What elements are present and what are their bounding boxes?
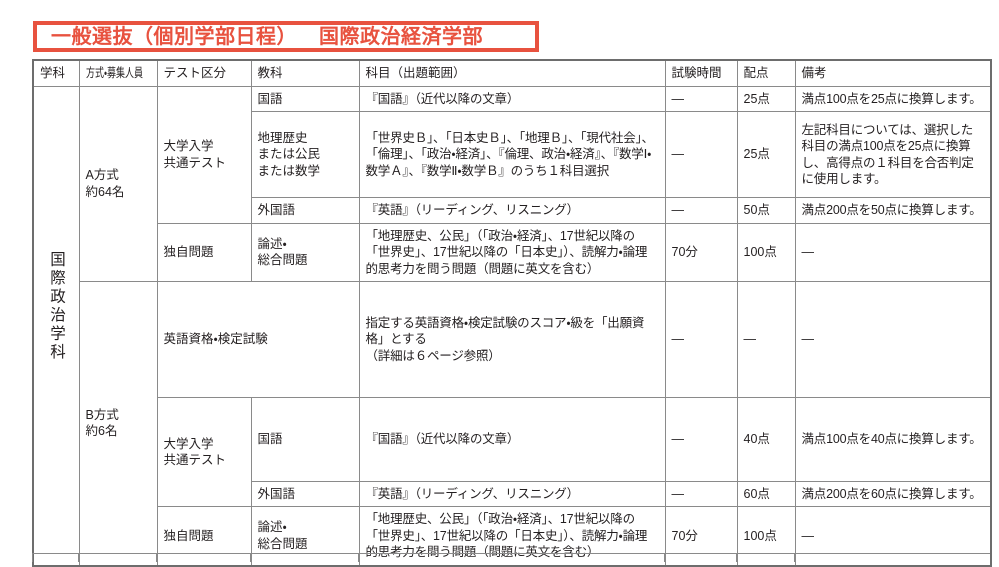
cell-subject-detail: 『英語』（リーディング、リスニング） [358,197,666,224]
column-header-subject-area: 教科 [250,59,360,87]
cell-remarks: 満点100点を25点に換算します。 [794,85,992,112]
cell-test-category: 大学入学 共通テスト [156,85,252,224]
column-header-remarks: 備考 [794,59,992,87]
cell-subject-detail: 「地理歴史、公民」（「政治・経済」、17世紀以降の「世界史」、17世紀以降の「日… [358,222,666,282]
cell-subject-area: 論述・ 総合問題 [250,222,360,282]
column-header-method-quota: 方式・募集人員 [78,59,158,87]
cell-subject-area: 地理歴史 または公民 または数学 [250,111,360,198]
table-next-row-clipped [32,553,990,562]
column-header-exam-time: 試験時間 [664,59,738,87]
cell-subject-detail: 『国語』（近代以降の文章） [358,397,666,482]
department-vertical-wrap: 国際政治学科 [40,91,73,561]
cell-subject-area: 外国語 [250,480,360,507]
clipped-row-body [32,553,990,562]
cell-exam-time: — [664,480,738,507]
cell-subject-detail: 「世界史Ｂ」、「日本史Ｂ」、「地理Ｂ」、「現代社会」、「倫理」、「政治・経済」、… [358,111,666,198]
cell-exam-time: — [664,85,738,112]
cell-subject-area [250,553,359,562]
cell-points: 60点 [736,480,796,507]
cell-exam-time: — [664,280,738,399]
table-row: 外国語 『英語』（リーディング、リスニング） — 50点 満点200点を50点に… [33,197,992,224]
cell-exam-time: — [664,397,738,482]
cell-remarks [794,553,990,562]
table-row: 外国語 『英語』（リーディング、リスニング） — 60点 満点200点を60点に… [33,480,992,507]
table-row: 大学入学 共通テスト 国語 『国語』（近代以降の文章） — 40点 満点100点… [33,397,992,507]
cell-points: 25点 [736,111,796,198]
cell-remarks: 左記科目については、選択した科目の満点100点を25点に換算し、高得点の１科目を… [794,111,992,198]
cell-remarks: 満点200点を50点に換算します。 [794,197,992,224]
page-title-program: 一般選抜（個別学部日程） [51,25,297,48]
exam-table-wrapper: 学科 方式・募集人員 テスト区分 教科 科目（出題範囲） 試験時間 配点 備考 … [32,59,992,567]
cell-department [32,553,79,562]
cell-test-category: 大学入学 共通テスト [156,397,252,507]
table-body: 国際政治学科 A方式 約64名 大学入学 共通テスト 国語 『国語』（近代以降の… [32,85,992,566]
clipped-row-table [32,553,990,562]
column-header-department: 学科 [32,59,80,87]
cell-remarks: 満点100点を40点に換算します。 [794,397,992,482]
cell-exam-time: — [664,197,738,224]
cell-exam-time: — [664,111,738,198]
cell-subject-detail: 指定する英語資格・検定試験のスコア・級を「出願資格」とする （詳細は６ページ参照… [358,280,666,399]
cell-points: 50点 [736,197,796,224]
table-row: 独自問題 論述・ 総合問題 「地理歴史、公民」（「政治・経済」、17世紀以降の「… [33,222,992,282]
cell-remarks: 満点200点を60点に換算します。 [794,480,992,507]
column-header-test-category: テスト区分 [156,59,252,87]
cell-subject-detail: 『英語』（リーディング、リスニング） [358,480,666,507]
cell-test-category [156,553,251,562]
table-row: 地理歴史 または公民 または数学 「世界史Ｂ」、「日本史Ｂ」、「地理Ｂ」、「現代… [33,111,992,198]
table-header-row-group: 学科 方式・募集人員 テスト区分 教科 科目（出題範囲） 試験時間 配点 備考 [32,59,992,87]
cell-method-a: A方式 約64名 [78,85,158,282]
page-title-banner: 一般選抜（個別学部日程） 国際政治経済学部 [33,21,539,52]
cell-remarks: — [794,222,992,282]
table-header-row: 学科 方式・募集人員 テスト区分 教科 科目（出題範囲） 試験時間 配点 備考 [32,59,992,87]
cell-subject-detail: 『国語』（近代以降の文章） [358,85,666,112]
cell-test-category: 英語資格・検定試験 [156,280,360,399]
cell-points: 40点 [736,397,796,482]
cell-remarks: — [794,280,992,399]
cell-exam-time: 70分 [664,222,738,282]
cell-method-b: B方式 約6名 [78,281,158,566]
cell-points: — [736,280,796,399]
page-title-faculty: 国際政治経済学部 [319,25,483,48]
page-title: 一般選抜（個別学部日程） 国際政治経済学部 [51,27,483,47]
cell-points: 25点 [736,85,796,112]
cell-subject-area: 国語 [250,85,360,112]
column-header-method-quota-text: 方式・募集人員 [85,66,143,80]
exam-requirements-table: 学科 方式・募集人員 テスト区分 教科 科目（出題範囲） 試験時間 配点 備考 … [32,59,992,567]
column-header-subject-detail: 科目（出題範囲） [358,59,666,87]
cell-subject-area: 外国語 [250,197,360,224]
cell-exam-time [664,553,737,562]
cell-points [736,553,795,562]
table-row: 国際政治学科 A方式 約64名 大学入学 共通テスト 国語 『国語』（近代以降の… [32,85,992,566]
cell-department: 国際政治学科 [32,85,80,566]
column-header-points: 配点 [736,59,796,87]
table-row: B方式 約6名 英語資格・検定試験 指定する英語資格・検定試験のスコア・級を「出… [33,280,992,566]
cell-subject-detail [358,553,665,562]
cell-subject-area: 国語 [250,397,360,482]
cell-points: 100点 [736,222,796,282]
cell-method [78,553,157,562]
table-row [32,553,990,562]
cell-test-category: 独自問題 [156,222,252,282]
department-label: 国際政治学科 [48,250,65,362]
